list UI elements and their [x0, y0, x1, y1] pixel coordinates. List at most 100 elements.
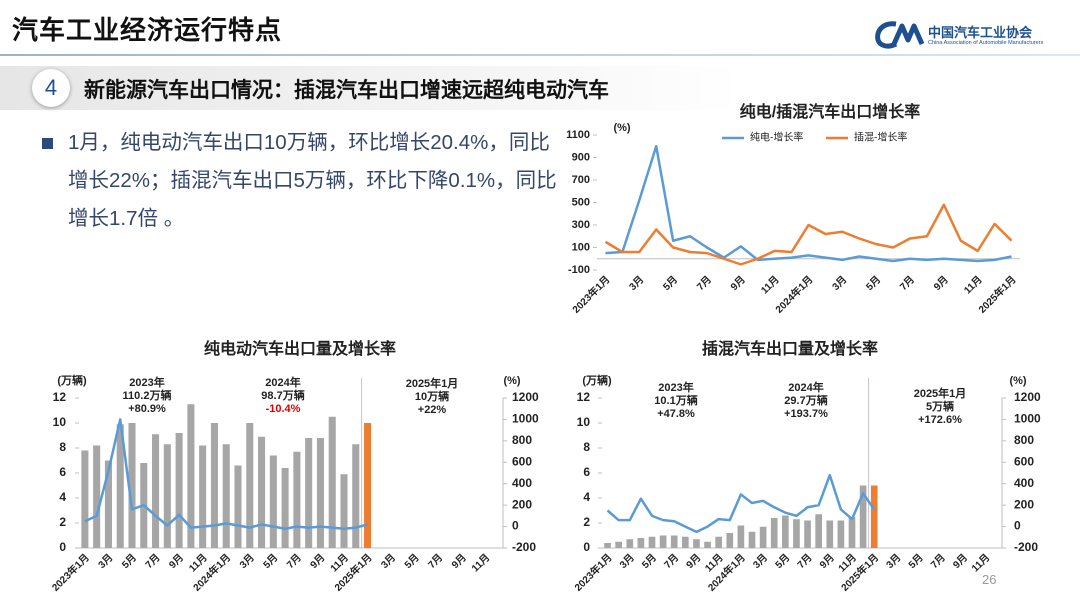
x-tick-label: 11月	[469, 552, 492, 575]
bar	[269, 455, 277, 548]
y-tick-label: 12	[577, 390, 591, 404]
bar	[859, 485, 867, 548]
bar	[316, 438, 324, 548]
bar	[682, 536, 689, 548]
x-tick-label: 9月	[167, 552, 186, 571]
annotation: 5万辆	[926, 399, 954, 413]
bar	[870, 485, 878, 548]
y2-tick-label: 800	[512, 433, 532, 447]
annotation: 10万辆	[415, 389, 449, 403]
bar	[793, 519, 800, 548]
bar	[163, 444, 171, 548]
y-tick-label: 8	[583, 440, 590, 454]
bar	[626, 539, 634, 548]
annotation: 10.1万辆	[654, 393, 697, 407]
annotation: +80.9%	[128, 403, 166, 415]
y2-tick-label: 0	[512, 519, 519, 533]
y-tick-label: 6	[583, 465, 590, 479]
y-tick-label: 2	[583, 515, 590, 529]
x-tick-label: 3月	[617, 552, 636, 571]
y-axis-label: (%)	[613, 122, 630, 134]
y2-axis-label: (%)	[503, 375, 520, 387]
x-tick-label: 5月	[402, 552, 421, 571]
x-tick-label: 2023年1月	[572, 551, 615, 594]
y-tick-label: -100	[568, 264, 590, 276]
x-tick-label: 3月	[830, 274, 849, 293]
y2-tick-label: 800	[1014, 433, 1034, 447]
bar	[715, 536, 722, 548]
y-tick-label: 300	[572, 219, 590, 231]
logo-subtitle: China Association of Automobile Manufact…	[928, 40, 1044, 46]
bar	[837, 520, 845, 548]
y2-tick-label: 200	[512, 497, 532, 511]
x-tick-label: 7月	[662, 552, 681, 571]
bar	[748, 531, 756, 548]
bar	[637, 538, 645, 548]
y-tick-label: 4	[583, 490, 590, 504]
x-tick-label: 5月	[906, 552, 925, 571]
x-tick-label: 3月	[379, 552, 398, 571]
x-tick-label: 3月	[884, 552, 903, 571]
bar	[104, 460, 112, 548]
bar	[246, 423, 254, 548]
y2-tick-label: -200	[1014, 540, 1038, 554]
x-tick-label: 9月	[684, 552, 703, 571]
y-tick-label: 10	[577, 415, 591, 429]
x-tick-label: 5月	[261, 552, 280, 571]
y2-tick-label: 400	[512, 476, 532, 490]
header-rule	[0, 54, 1080, 56]
section-band	[0, 66, 740, 110]
x-tick-label: 3月	[751, 552, 770, 571]
x-tick-label: 2024年1月	[772, 273, 815, 316]
x-tick-label: 7月	[928, 552, 947, 571]
annotation: 2025年1月	[406, 376, 459, 390]
section-title: 新能源汽车出口情况：插混汽车出口增速远超纯电动汽车	[84, 79, 609, 102]
bar	[234, 465, 242, 548]
bar	[364, 423, 372, 548]
x-tick-label: 7月	[143, 552, 162, 571]
x-tick-label: 9月	[449, 552, 468, 571]
page-number: 26	[982, 572, 997, 587]
y-tick-label: 2	[59, 515, 66, 529]
x-tick-label: 2025年1月	[976, 273, 1019, 316]
bar	[693, 539, 700, 548]
y2-axis-label: (%)	[1009, 375, 1026, 387]
line	[84, 418, 368, 530]
chart-title: 纯电动汽车出口量及增长率	[204, 339, 396, 358]
bar	[352, 444, 360, 548]
line	[606, 473, 876, 534]
bar	[281, 468, 289, 548]
x-tick-label: 7月	[284, 552, 303, 571]
y-tick-label: 8	[59, 440, 66, 454]
x-tick-label: 2023年1月	[569, 273, 612, 316]
y-tick-label: 500	[572, 196, 590, 208]
y-tick-label: 10	[53, 415, 67, 429]
y-tick-label: 6	[59, 465, 66, 479]
bar	[328, 416, 336, 548]
annotation: +193.7%	[784, 408, 828, 420]
bar	[152, 434, 160, 548]
y2-tick-label: 600	[512, 454, 532, 468]
bullet-marker	[42, 138, 53, 149]
annotation: 29.7万辆	[784, 393, 827, 407]
x-tick-label: 2023年1月	[49, 551, 92, 594]
bar	[116, 424, 124, 548]
annotation: 2023年	[129, 375, 164, 389]
y-tick-label: 0	[583, 540, 590, 554]
y2-tick-label: 200	[1014, 497, 1034, 511]
bar	[826, 520, 834, 548]
bar	[648, 536, 656, 548]
bar	[340, 474, 348, 548]
legend-label: 纯电-增长率	[750, 131, 803, 144]
annotation: 2025年1月	[914, 386, 967, 400]
bar	[199, 445, 207, 548]
annotation: 98.7万辆	[261, 388, 304, 402]
bullet-text: 1月，纯电动汽车出口10万辆，环比增长20.4%，同比增长22%；插混汽车出口5…	[68, 131, 557, 230]
bar	[782, 515, 789, 548]
y2-tick-label: 600	[1014, 454, 1034, 468]
y2-tick-label: -200	[512, 540, 536, 554]
bar	[305, 438, 313, 548]
x-tick-label: 3月	[237, 552, 256, 571]
